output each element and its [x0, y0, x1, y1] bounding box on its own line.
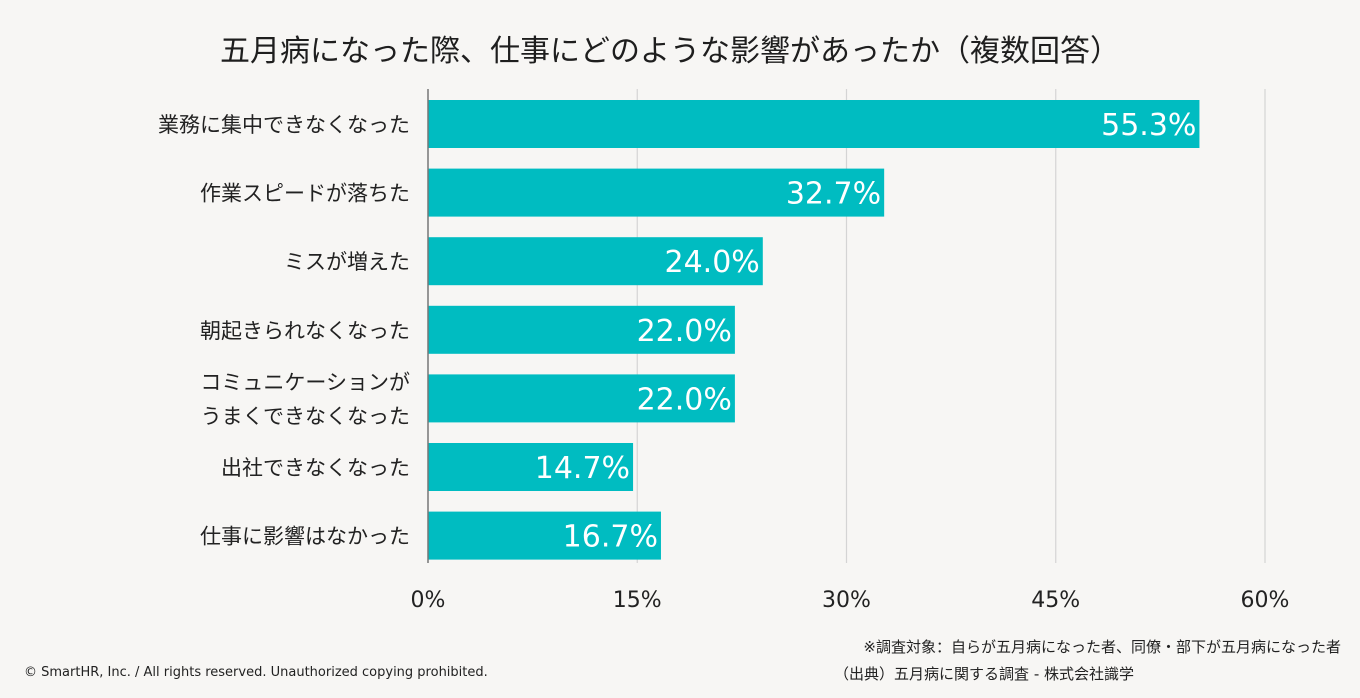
- category-label: うまくできなくなった: [201, 404, 410, 428]
- bar: [428, 237, 763, 286]
- category-label: 業務に集中できなくなった: [158, 113, 410, 137]
- x-tick-label: 30%: [822, 588, 871, 613]
- bar-value-label: 14.7%: [535, 451, 630, 486]
- bar: [428, 374, 735, 423]
- source-note: （出典）五月病に関する調査 - 株式会社識学: [834, 665, 1134, 683]
- bar: [428, 100, 1200, 148]
- category-label: コミュニケーションが: [200, 370, 410, 394]
- bar: [428, 305, 735, 354]
- bar-value-label: 16.7%: [563, 520, 658, 555]
- bar-value-label: 22.0%: [637, 382, 732, 417]
- bar-value-label: 24.0%: [664, 245, 759, 280]
- category-label: ミスが増えた: [284, 250, 410, 274]
- category-label: 仕事に影響はなかった: [200, 525, 410, 549]
- bars: 55.3%32.7%24.0%22.0%22.0%14.7%16.7%: [428, 100, 1200, 560]
- copyright-notice: © SmartHR, Inc. / All rights reserved. U…: [24, 665, 488, 680]
- category-label: 朝起きられなくなった: [200, 319, 410, 343]
- x-tick-label: 45%: [1031, 588, 1080, 613]
- bar-value-label: 22.0%: [637, 314, 732, 349]
- bar-value-label: 55.3%: [1101, 108, 1196, 143]
- x-tick-label: 60%: [1241, 588, 1290, 613]
- x-axis-ticks: 0% 15% 30% 45% 60%: [411, 588, 1290, 613]
- bar-value-label: 32.7%: [786, 177, 881, 212]
- chart-title: 五月病になった際、仕事にどのような影響があったか（複数回答）: [220, 34, 1120, 69]
- survey-note: ※調査対象：自らが五月病になった者、同僚・部下が五月病になった者: [863, 638, 1341, 656]
- x-tick-label: 0%: [411, 588, 446, 613]
- category-label: 作業スピードが落ちた: [200, 182, 410, 206]
- category-label: 出社できなくなった: [221, 456, 410, 480]
- bar: [428, 168, 885, 217]
- bar: [428, 511, 661, 560]
- x-tick-label: 15%: [613, 588, 662, 613]
- bar: [428, 443, 634, 491]
- category-labels: 業務に集中できなくなった作業スピードが落ちたミスが増えた朝起きられなくなったコミ…: [158, 113, 410, 549]
